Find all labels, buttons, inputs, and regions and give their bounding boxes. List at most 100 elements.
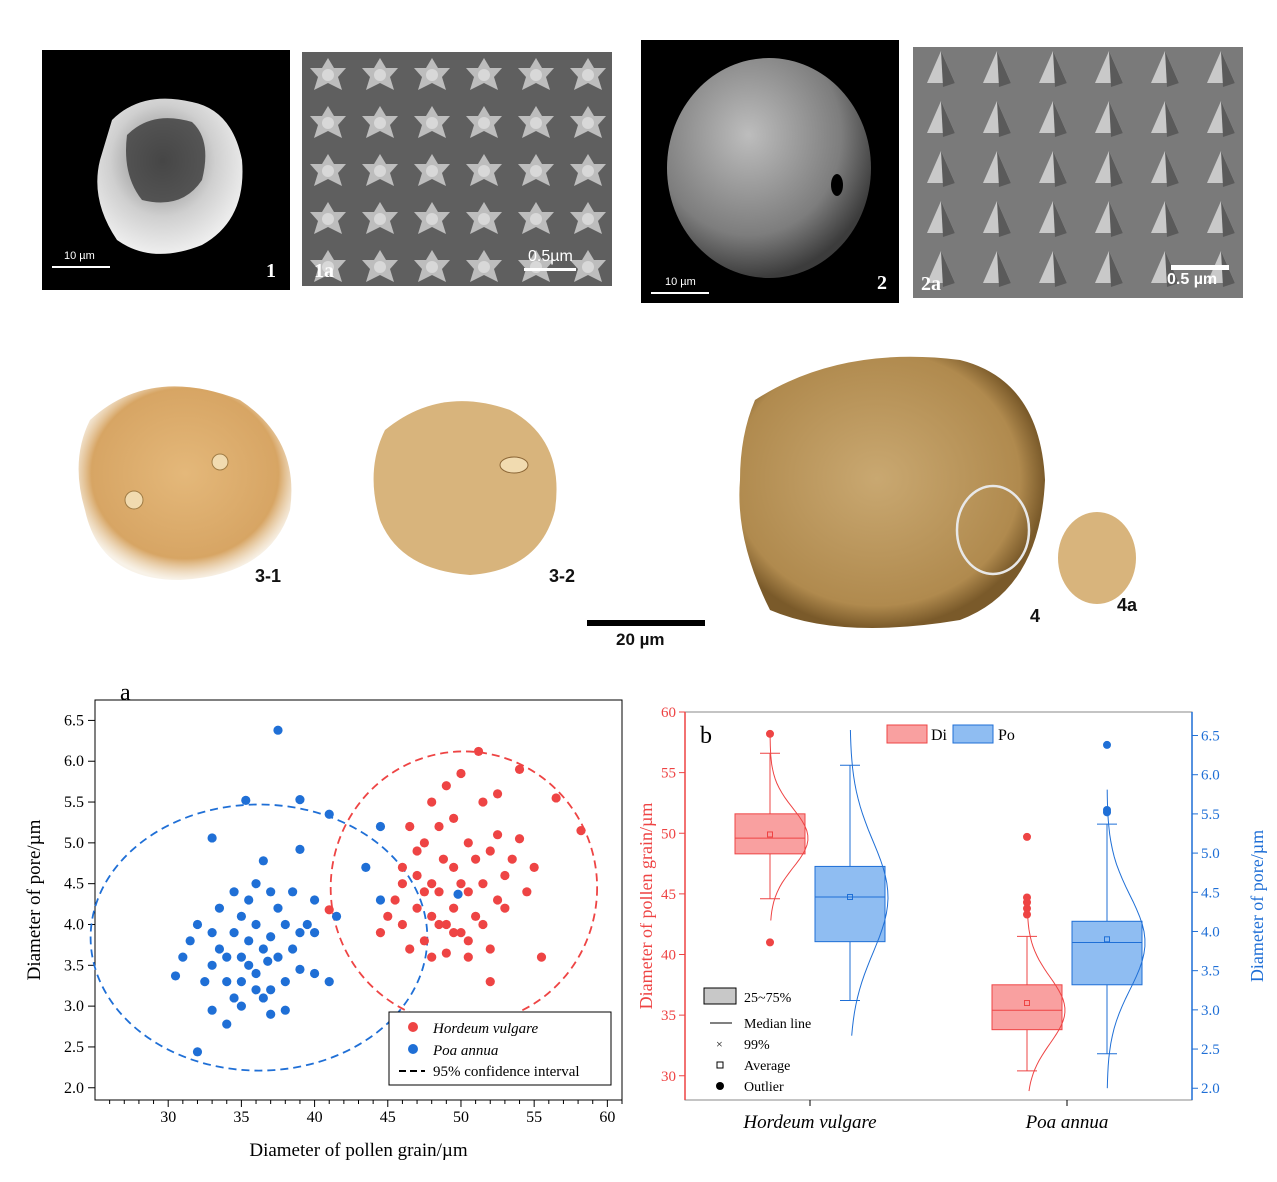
data-point	[241, 795, 251, 806]
legend-marker	[716, 1061, 724, 1069]
legend-label: Di	[931, 727, 948, 744]
data-point	[375, 821, 386, 832]
y-left-tick-label: 40	[661, 948, 676, 964]
data-point	[309, 928, 320, 938]
data-point	[236, 911, 246, 921]
data-point	[251, 919, 261, 930]
data-point	[514, 764, 525, 774]
y-left-tick-label: 50	[661, 826, 676, 842]
scale-bar	[52, 266, 110, 268]
data-point	[170, 971, 181, 981]
data-point	[207, 1005, 217, 1015]
y-left-axis-label: Diameter of pollen grain/µm	[640, 803, 656, 1010]
distribution-curve	[769, 731, 809, 921]
y-left-tick-label: 55	[661, 766, 676, 782]
data-point	[258, 944, 268, 954]
data-point	[244, 936, 254, 946]
legend-swatch	[703, 987, 737, 1005]
sem-panel-1: 10 µm 1	[42, 50, 290, 290]
pollen-grain-image	[667, 58, 871, 278]
legend-swatch	[886, 724, 928, 744]
data-point	[397, 862, 408, 872]
data-point	[280, 1005, 290, 1015]
legend-label: Average	[744, 1059, 790, 1074]
data-point	[412, 846, 422, 856]
scale-bar-label: 10 µm	[64, 250, 95, 262]
data-point	[551, 793, 561, 803]
data-point	[507, 854, 517, 864]
lm-scale-bar	[587, 620, 705, 626]
data-point	[229, 928, 239, 938]
mean-marker	[847, 893, 853, 900]
data-point	[522, 887, 532, 897]
data-point	[192, 919, 203, 930]
data-point	[419, 887, 429, 897]
box	[1071, 920, 1143, 986]
data-point	[492, 789, 503, 799]
data-point	[478, 919, 488, 930]
scale-bar-label: 10 µm	[665, 276, 696, 288]
data-point	[463, 838, 473, 848]
data-point	[492, 830, 503, 840]
data-point	[214, 944, 225, 954]
data-point	[492, 895, 503, 905]
data-point	[324, 905, 334, 915]
x-tick-label: 35	[233, 1109, 249, 1126]
data-point	[251, 879, 261, 889]
data-point	[288, 887, 298, 897]
data-point	[449, 903, 459, 913]
data-point	[434, 821, 444, 832]
x-tick-label: 55	[526, 1109, 542, 1126]
lm-scale-bar-label: 20 µm	[616, 630, 665, 649]
data-point	[427, 952, 437, 962]
sem-panel-2a: 0.5 µm 2a	[913, 47, 1243, 298]
data-point	[273, 725, 283, 735]
data-point	[453, 889, 463, 899]
data-point	[397, 919, 408, 930]
outlier-point	[1023, 898, 1031, 907]
panel-label: 1a	[314, 260, 334, 282]
data-point	[463, 952, 473, 962]
data-point	[236, 1001, 246, 1011]
data-point	[258, 856, 268, 866]
mean-marker	[1024, 1000, 1030, 1006]
data-point	[229, 887, 239, 897]
data-point	[449, 862, 459, 872]
outlier-point	[1103, 808, 1111, 817]
y-tick-label: 6.0	[64, 753, 84, 770]
data-point	[441, 948, 451, 958]
data-point	[251, 985, 261, 995]
pollen-grain-image	[97, 98, 243, 254]
data-point	[449, 928, 459, 938]
y-tick-label: 4.5	[64, 876, 84, 893]
x-tick-label: 50	[453, 1109, 469, 1126]
data-point	[427, 797, 437, 807]
outlier-point	[1103, 740, 1111, 749]
data-point	[478, 797, 488, 807]
confidence-ellipse	[329, 750, 599, 1025]
panel-label: 3-1	[255, 566, 282, 586]
panel-label: a	[120, 680, 131, 706]
data-point	[478, 879, 488, 889]
legend-label: Po	[998, 727, 1015, 744]
data-point	[456, 768, 466, 779]
data-point	[419, 936, 429, 946]
data-point	[427, 879, 437, 889]
confidence-ellipse	[89, 803, 429, 1072]
data-point	[266, 887, 276, 897]
data-point	[405, 944, 415, 954]
data-point	[192, 1047, 203, 1057]
y-tick-label: 5.5	[64, 794, 84, 811]
y-right-tick-label: 2.0	[1201, 1081, 1220, 1097]
surface-texture-image	[913, 47, 1243, 298]
legend-marker	[408, 1044, 418, 1054]
data-point	[456, 928, 466, 938]
box	[991, 984, 1063, 1031]
data-point	[463, 887, 473, 897]
y-tick-label: 4.0	[64, 916, 84, 933]
y-tick-label: 6.5	[64, 712, 84, 729]
data-point	[302, 919, 312, 930]
data-point	[295, 964, 305, 974]
scale-bar-label: 0.5 µm	[1167, 271, 1218, 288]
x-tick-label: 40	[307, 1109, 323, 1126]
